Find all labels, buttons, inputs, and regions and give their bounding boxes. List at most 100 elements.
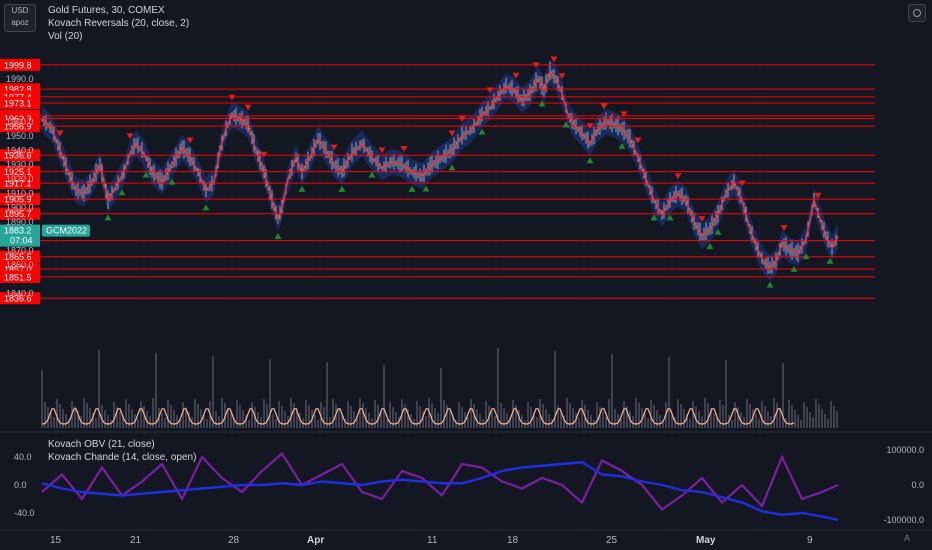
down-reversal-marker — [634, 137, 642, 144]
down-reversal-marker — [228, 94, 236, 101]
level-label: 1925.1 — [4, 167, 32, 177]
level-label-box — [0, 97, 40, 110]
symbol-badge-line2: apoz — [11, 18, 29, 27]
down-reversal-marker — [512, 72, 520, 79]
up-reversal-marker — [408, 185, 416, 192]
moving-average-line — [41, 70, 839, 269]
down-reversal-marker — [448, 130, 456, 137]
symbol-tag: GCM2022 — [46, 226, 87, 236]
up-reversal-marker — [666, 214, 674, 221]
price-tick-label: 1950.0 — [6, 131, 34, 141]
auto-scale-toggle[interactable]: A — [903, 533, 910, 543]
x-tick-label: 11 — [427, 535, 438, 546]
down-reversal-marker — [486, 87, 494, 94]
keltner-band — [42, 58, 838, 281]
level-label-box — [0, 270, 40, 283]
indicator-volume-label[interactable]: Vol (20) — [48, 31, 83, 42]
x-tick-label: 25 — [606, 535, 618, 546]
up-reversal-marker — [618, 142, 626, 149]
level-label-box — [0, 149, 40, 162]
level-label: 1865.6 — [4, 252, 32, 262]
up-reversal-marker — [118, 189, 126, 196]
down-reversal-marker — [558, 73, 566, 80]
level-label-box — [0, 58, 40, 71]
price-tick-label: 1840.0 — [6, 288, 34, 298]
x-tick-label: 9 — [807, 535, 813, 546]
price-tick-label: 1960.0 — [6, 117, 34, 127]
price-tick-label: 1870.0 — [6, 245, 34, 255]
level-label: 1836.6 — [4, 294, 32, 304]
obv-line — [41, 461, 839, 522]
down-reversal-marker — [738, 180, 746, 187]
chande-tick-label: -40.0 — [14, 508, 35, 518]
down-reversal-marker — [56, 130, 64, 137]
up-reversal-marker — [142, 171, 150, 178]
chart-title[interactable]: Gold Futures, 30, COMEX — [48, 5, 165, 16]
level-label: 1956.9 — [4, 122, 32, 132]
price-tick-label: 1890.0 — [6, 217, 34, 227]
down-reversal-marker — [260, 151, 268, 158]
level-label-box — [0, 207, 40, 220]
x-tick-label: May — [696, 535, 716, 546]
down-reversal-marker — [698, 216, 706, 223]
level-label-box — [0, 250, 40, 263]
gear-icon[interactable] — [908, 4, 926, 22]
level-label: 1973.1 — [4, 99, 32, 109]
down-reversal-marker — [532, 62, 540, 69]
up-reversal-marker — [478, 128, 486, 135]
down-reversal-marker — [126, 133, 134, 140]
indicator-obv-label[interactable]: Kovach OBV (21, close) — [48, 439, 155, 450]
price-tick-label: 1940.0 — [6, 145, 34, 155]
down-reversal-marker — [244, 104, 252, 111]
reversal-markers — [56, 56, 834, 288]
up-reversal-marker — [650, 214, 658, 221]
level-label: 1936.6 — [4, 151, 32, 161]
level-label: 1905.9 — [4, 195, 32, 205]
down-reversal-marker — [550, 56, 558, 63]
chart-grid — [0, 0, 932, 531]
level-label-box — [0, 177, 40, 190]
obv-tick-label: -100000.0 — [883, 515, 924, 525]
level-label: 1895.7 — [4, 209, 32, 219]
up-reversal-marker — [274, 233, 282, 240]
support-resistance-lines: 1999.81982.81977.41973.11964.11962.31956… — [0, 58, 875, 305]
down-reversal-marker — [586, 123, 594, 130]
obv-tick-label: 100000.0 — [886, 445, 924, 455]
up-reversal-marker — [790, 265, 798, 272]
down-reversal-marker — [620, 111, 628, 118]
lower-indicator-panel: 40.0 0.0 -40.0 100000.0 0.0 -100000.0 — [14, 445, 924, 525]
up-reversal-marker — [714, 228, 722, 235]
x-tick-label: 18 — [507, 535, 519, 546]
level-label: 1999.8 — [4, 60, 32, 70]
price-band — [42, 58, 838, 281]
level-label: 1982.8 — [4, 85, 32, 95]
up-reversal-marker — [538, 100, 546, 107]
up-reversal-marker — [168, 178, 176, 185]
moving-average — [41, 70, 839, 269]
down-reversal-marker — [400, 146, 408, 153]
indicator-chande-label[interactable]: Kovach Chande (14, close, open) — [48, 452, 197, 463]
up-reversal-marker — [766, 281, 774, 288]
x-tick-label: 28 — [228, 535, 240, 546]
x-tick-label: 15 — [50, 535, 62, 546]
symbol-badge[interactable]: USD apoz — [4, 4, 36, 32]
down-reversal-marker — [600, 103, 608, 110]
level-label: 1851.5 — [4, 272, 32, 282]
level-label-box — [0, 165, 40, 178]
current-price: 1883.2 — [4, 226, 32, 236]
level-label-box — [0, 120, 40, 133]
indicator-reversals-label[interactable]: Kovach Reversals (20, close, 2) — [48, 18, 190, 29]
price-tick-label: 1920.0 — [6, 174, 34, 184]
up-reversal-marker — [586, 157, 594, 164]
price-axis: 1990.0 1960.0 1950.0 1940.0 1930.0 1920.0 1910… — [6, 74, 34, 299]
down-reversal-marker — [814, 192, 822, 199]
up-reversal-marker — [422, 185, 430, 192]
x-tick-label: Apr — [307, 535, 325, 546]
up-reversal-marker — [802, 253, 810, 260]
chande-line — [41, 451, 839, 511]
down-reversal-marker — [186, 137, 194, 144]
chande-tick-label: 40.0 — [14, 452, 32, 462]
symbol-badge-line1: USD — [11, 6, 29, 15]
current-price-box — [0, 224, 40, 247]
